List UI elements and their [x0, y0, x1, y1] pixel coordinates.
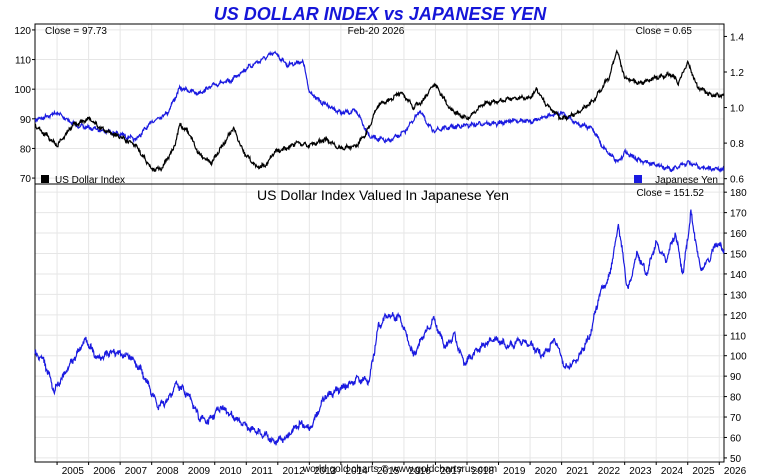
x-tick-label: 2008 — [156, 466, 179, 475]
x-tick-label: 2013 — [314, 466, 337, 475]
y-ratio-tick-label: 100 — [730, 352, 747, 363]
yen-series-line — [34, 50, 725, 173]
x-tick-label: 2012 — [282, 466, 305, 475]
x-tick-label: 2011 — [251, 466, 273, 475]
x-tick-label: 2017 — [440, 466, 463, 475]
y-ratio-tick-label: 60 — [730, 433, 742, 444]
y-right-tick-label: 0.6 — [730, 175, 744, 186]
ratio-close-label: Close = 151.52 — [636, 188, 704, 199]
x-tick-label: 2009 — [188, 466, 211, 475]
y-ratio-tick-label: 150 — [730, 250, 747, 261]
legend-swatch-dollar — [41, 175, 49, 183]
footer-credit: world gold charts © www.goldchartsrus.co… — [302, 464, 497, 475]
x-tick-label: 2025 — [692, 466, 715, 475]
y-ratio-tick-label: 170 — [730, 209, 747, 220]
y-ratio-tick-label: 110 — [730, 331, 746, 342]
chart-title: US DOLLAR INDEX vs JAPANESE YEN — [214, 4, 547, 24]
dollar-close-label: Close = 97.73 — [45, 26, 107, 37]
y-right-tick-label: 1.4 — [730, 32, 744, 43]
top-panel: 70 80 90 100 110 120 0.6 0.8 1.0 1.2 1.4 Close = … — [14, 23, 744, 186]
date-label: Feb-20 2026 — [348, 26, 405, 37]
x-tick-label: 2018 — [472, 466, 495, 475]
bottom-panel: 50 60 70 80 90 100 110 120 130 140 150 160 170 180 20… — [34, 183, 747, 475]
y-right-tick-label: 1.0 — [730, 104, 744, 115]
x-tick-label: 2016 — [409, 466, 432, 475]
y-ratio-tick-label: 130 — [730, 290, 747, 301]
y-ratio-tick-label: 160 — [730, 229, 747, 240]
x-tick-label: 2024 — [661, 466, 684, 475]
bottom-panel-frame — [34, 183, 725, 463]
legend-dollar-label: US Dollar Index — [55, 175, 125, 186]
legend-swatch-yen — [634, 175, 642, 183]
ratio-series-line — [34, 209, 725, 446]
x-tick-label: 2010 — [219, 466, 242, 475]
y-right-tick-label: 1.2 — [730, 68, 744, 79]
y-ratio-tick-label: 80 — [730, 393, 742, 404]
y-ratio-tick-label: 50 — [730, 454, 742, 465]
y-ratio-tick-label: 90 — [730, 372, 742, 383]
x-tick-label: 2026 — [724, 466, 747, 475]
y-left-tick-label: 90 — [20, 115, 32, 126]
y-left-tick-label: 80 — [20, 144, 32, 155]
x-tick-label: 2006 — [93, 466, 116, 475]
y-ratio-tick-label: 140 — [730, 270, 747, 281]
y-left-tick-label: 120 — [14, 26, 31, 37]
x-tick-label: 2007 — [125, 466, 148, 475]
x-tick-label: 2015 — [377, 466, 400, 475]
x-tick-label: 2021 — [566, 466, 589, 475]
y-ratio-tick-label: 70 — [730, 413, 742, 424]
y-ratio-tick-label: 120 — [730, 311, 747, 322]
legend-yen-label: Japanese Yen — [655, 175, 718, 186]
dollar-series-line — [34, 49, 725, 173]
y-left-tick-label: 100 — [14, 85, 31, 96]
bottom-panel-title: US Dollar Index Valued In Japanese Yen — [257, 187, 509, 203]
x-tick-label: 2023 — [629, 466, 652, 475]
y-ratio-tick-label: 180 — [730, 188, 747, 199]
x-tick-label: 2019 — [503, 466, 526, 475]
y-right-tick-label: 0.8 — [730, 139, 744, 150]
y-left-tick-label: 70 — [20, 174, 32, 185]
x-tick-label: 2014 — [346, 466, 369, 475]
x-tick-label: 2022 — [598, 466, 621, 475]
yen-close-label: Close = 0.65 — [636, 26, 693, 37]
x-tick-label: 2020 — [535, 466, 558, 475]
x-tick-label: 2005 — [62, 466, 85, 475]
y-left-tick-label: 110 — [15, 56, 31, 67]
